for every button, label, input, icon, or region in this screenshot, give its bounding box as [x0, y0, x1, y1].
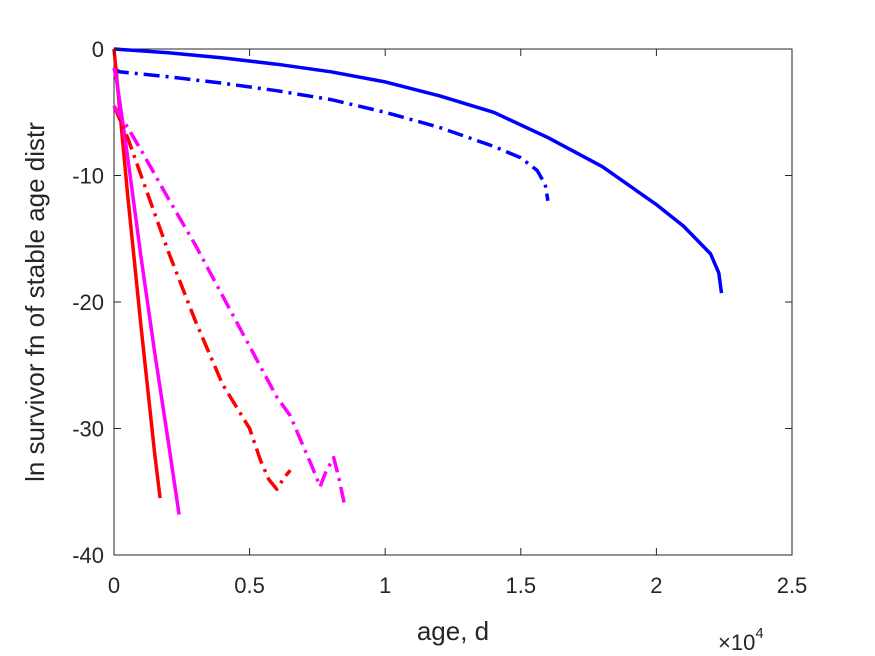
y-tick-label: 0 [92, 37, 104, 62]
y-axis-label: ln survivor fn of stable age distr [20, 122, 50, 482]
x-axis-exponent-power: 4 [755, 625, 763, 642]
x-tick-label: 0 [108, 573, 120, 598]
series-line-2 [112, 66, 550, 202]
x-tick-label: 1.5 [506, 573, 537, 598]
series-line-4 [112, 67, 181, 515]
series-layer [112, 47, 724, 515]
plot-area [113, 48, 793, 556]
x-tick-label: 0.5 [234, 573, 265, 598]
y-tick-label: -20 [72, 290, 104, 315]
y-axis-ticks: 0 -10 -20 -30 -40 [72, 37, 792, 568]
y-tick-label: -30 [72, 417, 104, 442]
series-line-1 [113, 47, 724, 294]
y-tick-label: -40 [72, 543, 104, 568]
x-axis-label: age, d [417, 616, 489, 646]
x-axis-exponent-base: ×10 [718, 630, 755, 655]
y-tick-label: -10 [72, 164, 104, 189]
x-tick-label: 1 [379, 573, 391, 598]
series-line-6 [112, 104, 347, 505]
series-line-5 [112, 105, 292, 491]
x-tick-label: 2.5 [777, 573, 808, 598]
x-tick-label: 2 [650, 573, 662, 598]
x-axis-exponent: ×104 [718, 625, 764, 655]
x-axis-ticks: 0 0.5 1 1.5 2 2.5 [108, 49, 807, 598]
